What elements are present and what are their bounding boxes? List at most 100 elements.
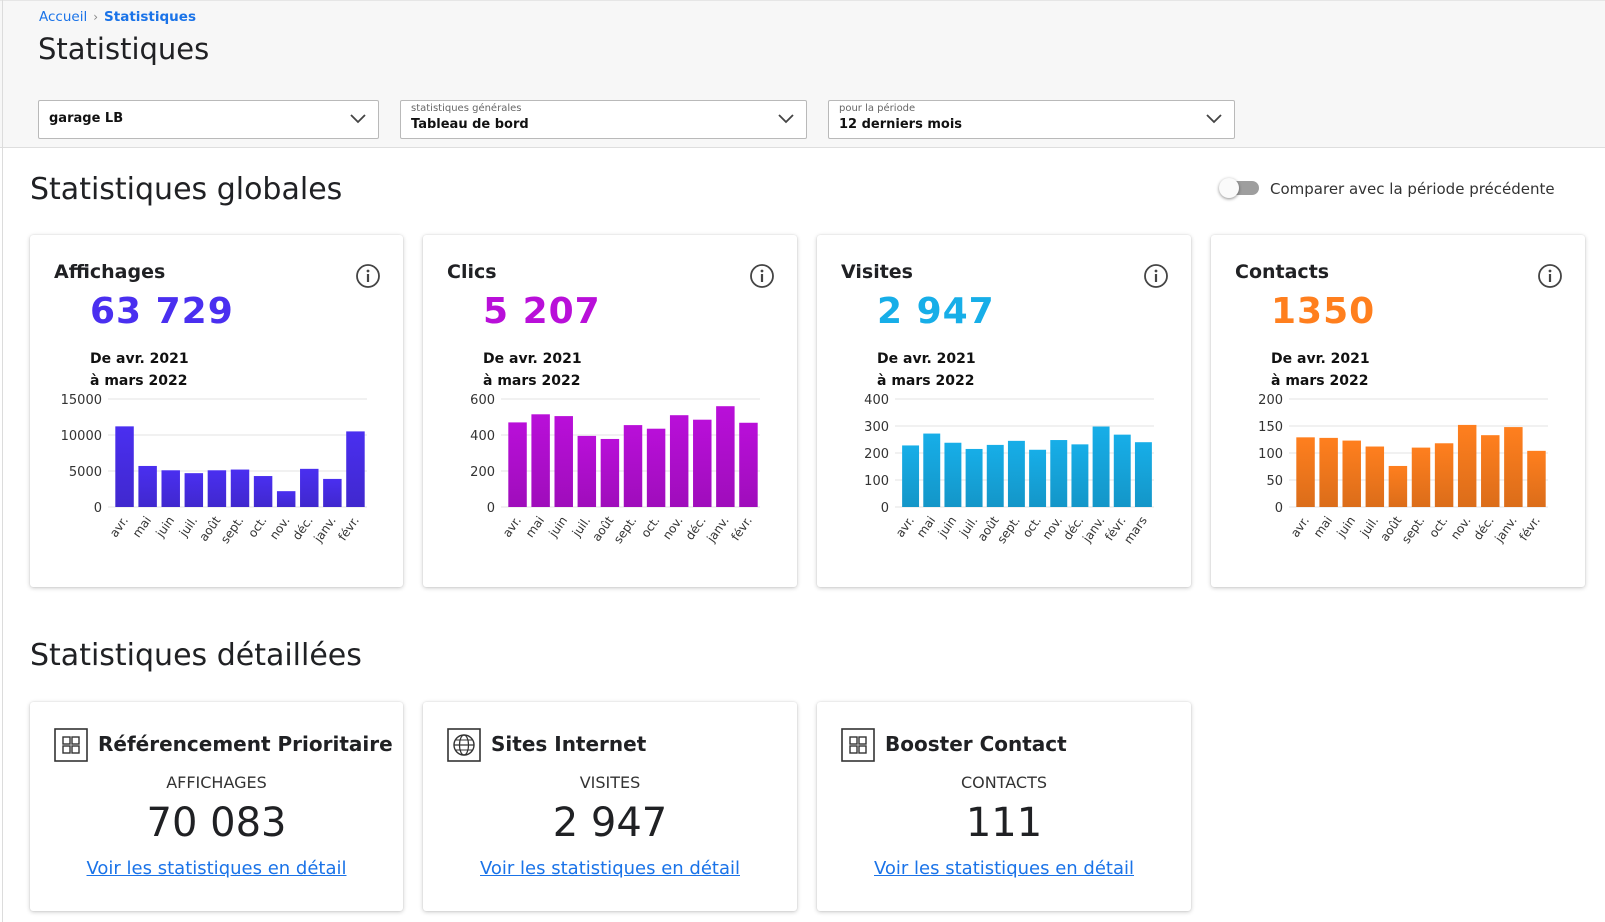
detail-card-referencement: Référencement Prioritaire AFFICHAGES 70 …	[30, 702, 403, 911]
bar[interactable]	[600, 438, 620, 507]
bar[interactable]	[1411, 447, 1431, 507]
bar[interactable]	[1527, 450, 1546, 507]
bar[interactable]	[902, 445, 920, 507]
bar[interactable]	[1050, 440, 1068, 507]
bar[interactable]	[1319, 437, 1338, 507]
y-tick-label: 0	[487, 501, 495, 516]
bar[interactable]	[623, 425, 643, 507]
establishment-select[interactable]: garage LB	[38, 100, 379, 139]
y-tick-label: 100	[864, 474, 889, 489]
bar[interactable]	[1007, 440, 1025, 507]
x-tick-label: févr.	[728, 514, 755, 544]
bar[interactable]	[669, 415, 689, 507]
detail-link[interactable]: Voir les statistiques en détail	[86, 858, 347, 879]
bar[interactable]	[577, 435, 597, 507]
bar[interactable]	[944, 442, 962, 507]
stat-type-value: Tableau de bord	[411, 117, 529, 132]
bar[interactable]	[1113, 434, 1131, 507]
kpi-card-affichages: Affichages 63 729 De avr. 2021 à mars 202…	[30, 235, 403, 587]
compare-toggle[interactable]	[1219, 178, 1261, 198]
bar[interactable]	[1071, 444, 1089, 507]
x-tick-label: juin	[153, 514, 178, 541]
bar[interactable]	[923, 433, 941, 507]
bar[interactable]	[693, 419, 712, 507]
y-tick-label: 400	[864, 393, 889, 408]
breadcrumb-home[interactable]: Accueil	[39, 9, 88, 25]
bar[interactable]	[554, 416, 573, 507]
breadcrumb: Accueil › Statistiques	[39, 9, 196, 25]
bar[interactable]	[1134, 442, 1152, 507]
chevron-down-icon	[778, 114, 794, 124]
bar[interactable]	[1365, 446, 1385, 507]
kpi-value: 63 729	[90, 291, 234, 332]
x-tick-label: janv.	[704, 514, 732, 546]
establishment-value: garage LB	[49, 111, 124, 126]
bar[interactable]	[184, 473, 204, 507]
x-tick-label: févr.	[1516, 514, 1543, 544]
kpi-range-to: à mars 2022	[877, 373, 975, 389]
x-tick-label: oct.	[1020, 514, 1044, 540]
compare-label: Comparer avec la période précédente	[1270, 180, 1555, 198]
y-tick-label: 200	[470, 465, 495, 480]
kpi-range-to: à mars 2022	[1271, 373, 1369, 389]
bar[interactable]	[300, 468, 319, 507]
info-icon[interactable]	[1143, 263, 1169, 289]
info-icon[interactable]	[749, 263, 775, 289]
stat-type-select[interactable]: statistiques générales Tableau de bord	[400, 100, 807, 139]
bar[interactable]	[1029, 449, 1047, 507]
bar[interactable]	[1504, 427, 1523, 507]
bar[interactable]	[115, 426, 134, 507]
bar[interactable]	[1388, 465, 1408, 507]
bar[interactable]	[531, 414, 550, 507]
bar[interactable]	[1481, 435, 1500, 507]
info-icon[interactable]	[1537, 263, 1563, 289]
x-tick-label: nov.	[267, 514, 293, 542]
kpi-title: Clics	[447, 261, 497, 283]
bar[interactable]	[323, 478, 342, 507]
bar[interactable]	[1296, 437, 1315, 507]
bar[interactable]	[716, 406, 735, 507]
kpi-range-to: à mars 2022	[90, 373, 188, 389]
detail-card-title: Sites Internet	[491, 732, 647, 756]
x-tick-label: sept.	[611, 514, 640, 546]
kpi-range-to: à mars 2022	[483, 373, 581, 389]
bar[interactable]	[276, 491, 296, 507]
kpi-range-from: De avr. 2021	[877, 351, 976, 367]
bar[interactable]	[346, 431, 365, 507]
detail-link[interactable]: Voir les statistiques en détail	[874, 858, 1134, 879]
y-tick-label: 200	[864, 447, 889, 462]
bar[interactable]	[207, 470, 227, 507]
kpi-title: Visites	[841, 261, 913, 283]
bar[interactable]	[1434, 443, 1454, 507]
bar[interactable]	[965, 448, 983, 507]
bar[interactable]	[508, 422, 527, 507]
bar[interactable]	[1092, 426, 1110, 507]
y-tick-label: 400	[470, 429, 495, 444]
period-select[interactable]: pour la période 12 derniers mois	[828, 100, 1235, 139]
bar[interactable]	[230, 469, 250, 507]
x-tick-label: mai	[523, 514, 547, 540]
kpi-value: 2 947	[877, 291, 995, 332]
compare-toggle-knob	[1219, 178, 1239, 198]
bar[interactable]	[1457, 424, 1477, 507]
bar[interactable]	[986, 444, 1004, 507]
bar[interactable]	[739, 422, 758, 507]
x-tick-label: juin	[935, 514, 960, 541]
bar[interactable]	[646, 428, 666, 507]
bar[interactable]	[138, 465, 157, 507]
detail-link[interactable]: Voir les statistiques en détail	[480, 858, 740, 879]
y-tick-label: 15000	[61, 393, 102, 408]
chevron-down-icon	[1206, 114, 1222, 124]
x-tick-label: janv.	[1079, 514, 1107, 546]
bar[interactable]	[1342, 440, 1361, 507]
info-icon[interactable]	[355, 263, 381, 289]
bar-chart: 0100200300400avr.maijuinjuil.aoûtsept.oc…	[864, 393, 1154, 546]
breadcrumb-separator: ›	[93, 10, 99, 24]
detail-metric-value: 70 083	[146, 800, 287, 846]
detail-card-sites: Sites Internet VISITES 2 947 Voir les st…	[423, 702, 797, 911]
x-tick-label: avr.	[107, 514, 131, 540]
bar[interactable]	[253, 476, 273, 507]
bar[interactable]	[161, 470, 180, 507]
